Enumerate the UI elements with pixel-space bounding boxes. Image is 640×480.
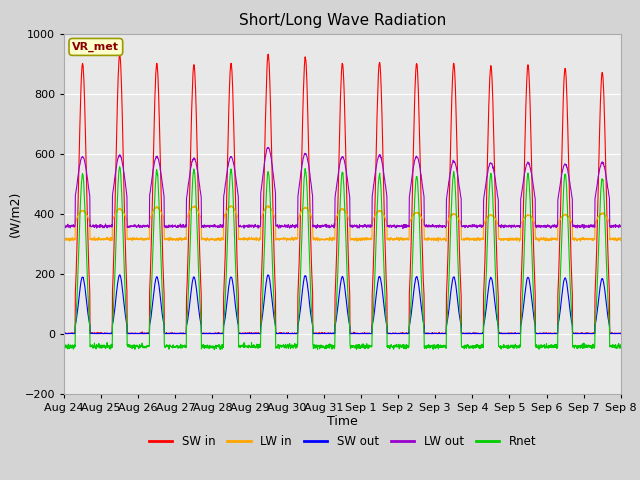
Legend: SW in, LW in, SW out, LW out, Rnet: SW in, LW in, SW out, LW out, Rnet: [144, 430, 541, 453]
Title: Short/Long Wave Radiation: Short/Long Wave Radiation: [239, 13, 446, 28]
X-axis label: Time: Time: [327, 415, 358, 429]
Y-axis label: (W/m2): (W/m2): [9, 191, 22, 237]
Text: VR_met: VR_met: [72, 42, 119, 52]
